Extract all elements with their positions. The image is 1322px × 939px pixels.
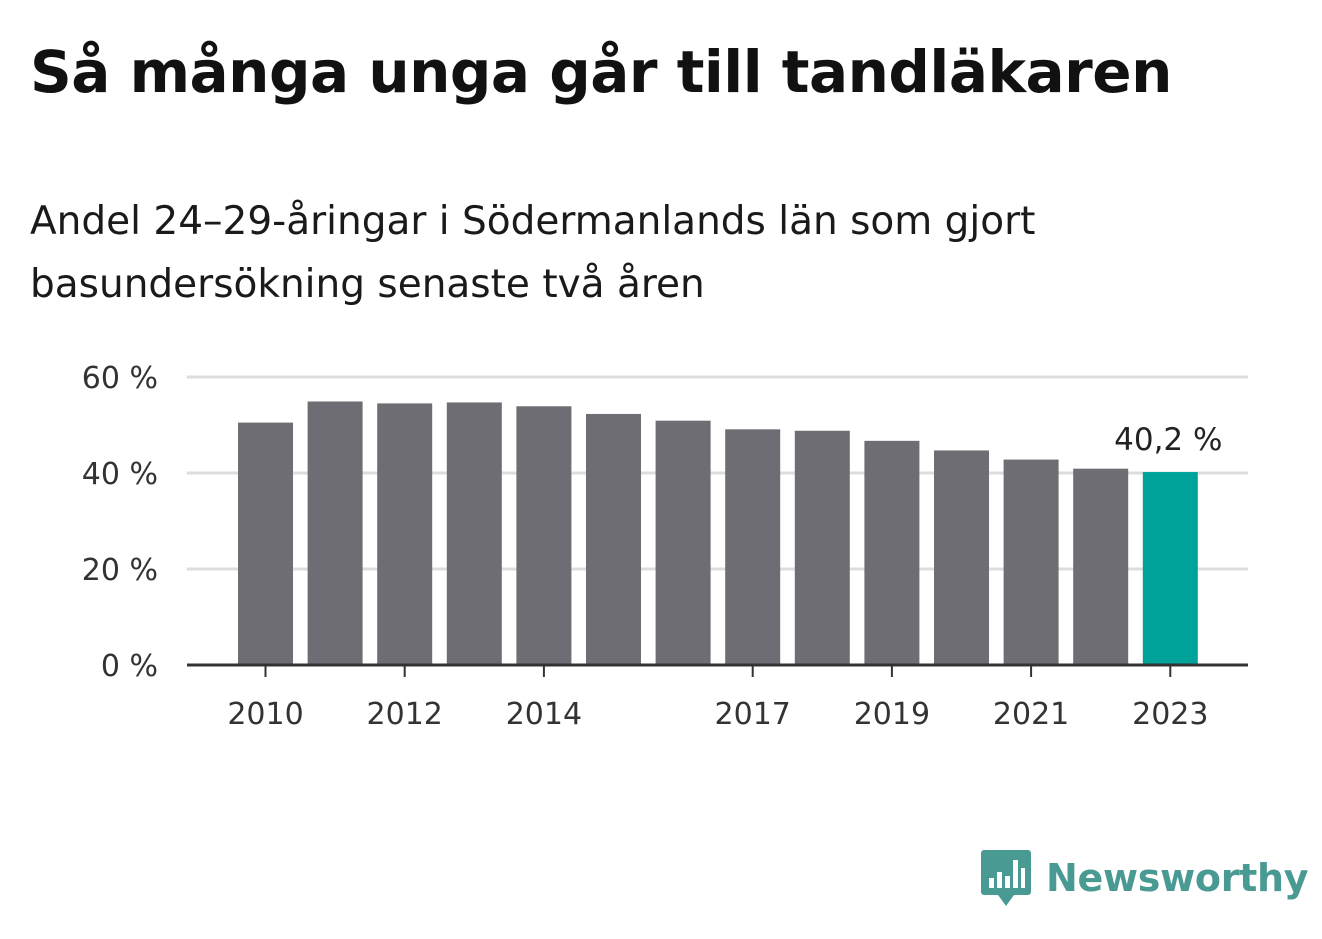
chart-title: Så många unga går till tandläkaren: [30, 38, 1172, 106]
y-tick-labels: 0 % 20 % 40 % 60 %: [82, 361, 158, 684]
brand-name: Newsworthy: [1046, 856, 1309, 900]
bar-2019: [864, 440, 920, 665]
bar-2017: [725, 429, 781, 665]
bar-2011: [307, 401, 363, 665]
bar-2020: [934, 450, 989, 665]
x-tick-label-2010: 2010: [227, 697, 303, 732]
bar-2016: [655, 420, 711, 665]
y-tick-label-40: 40 %: [82, 457, 158, 492]
x-tick-labels: 2010 2012 2014 2017 2019 2021 2023: [227, 697, 1208, 732]
bar-2023: [1142, 472, 1198, 665]
x-tick-label-2023: 2023: [1132, 697, 1208, 732]
grid-lines: [187, 375, 1248, 571]
newsworthy-logo-icon: [981, 850, 1031, 906]
bar-2010: [238, 422, 293, 665]
x-tick-label-2012: 2012: [367, 697, 443, 732]
x-tick-label-2017: 2017: [715, 697, 791, 732]
x-tick-label-2019: 2019: [854, 697, 930, 732]
y-tick-label-0: 0 %: [101, 649, 158, 684]
brand-logo: Newsworthy: [980, 848, 1309, 908]
data-label-latest: 40,2 %: [1114, 422, 1222, 458]
bar-2013: [446, 402, 502, 665]
bar-2014: [516, 406, 572, 665]
x-axis: [187, 663, 1248, 677]
bar-2021: [1003, 459, 1059, 665]
bar-2015: [586, 413, 641, 665]
bar-chart: 0 % 20 % 40 % 60 % 2010 2012 2014 2017 2019 2021…: [82, 361, 1248, 732]
x-tick-label-2014: 2014: [506, 697, 582, 732]
bar-2012: [377, 403, 433, 665]
bar-2018: [794, 430, 850, 665]
bars: [238, 401, 1198, 665]
y-tick-label-60: 60 %: [82, 361, 158, 396]
bar-2022: [1073, 468, 1129, 665]
x-tick-label-2021: 2021: [993, 697, 1069, 732]
chart-subtitle: Andel 24–29-åringar i Södermanlands län …: [30, 199, 1036, 307]
y-tick-label-20: 20 %: [82, 553, 158, 588]
